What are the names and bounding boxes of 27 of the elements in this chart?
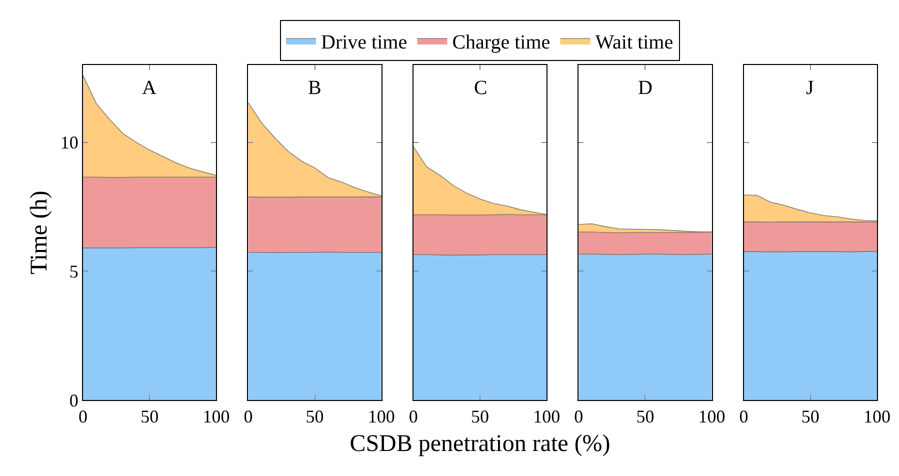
x-tick-label: 100 [864,406,890,427]
x-tick-label: 50 [801,406,820,427]
text: D [638,77,652,99]
legend-label: Charge time [452,31,550,54]
x-tick-label: 0 [244,406,253,427]
x-tick-label: 50 [140,406,159,427]
text: B [308,77,322,99]
x-tick-label: 100 [368,406,395,427]
y-axis-title: Time (h) [26,190,52,274]
x-tick-label: 100 [533,406,560,427]
text: J [806,77,814,99]
text: C [474,77,488,99]
x-axis-title: CSDB penetration rate (%) [350,430,610,457]
x-tick-label: 0 [574,406,584,427]
x-tick-label: 50 [471,406,489,427]
y-tick-label: 5 [69,261,78,282]
x-tick-label: 0 [408,406,418,427]
legend-label: Drive time [321,31,408,54]
y-tick-label: 0 [69,390,78,410]
legend-label: Wait time [595,31,674,54]
x-tick-label: 0 [739,406,748,427]
x-tick-label: 50 [636,406,654,427]
x-tick-label: 50 [306,406,324,427]
x-tick-label: 100 [202,406,230,427]
text: A [142,77,157,99]
x-tick-label: 100 [698,406,726,427]
y-tick-label: 10 [60,132,78,153]
